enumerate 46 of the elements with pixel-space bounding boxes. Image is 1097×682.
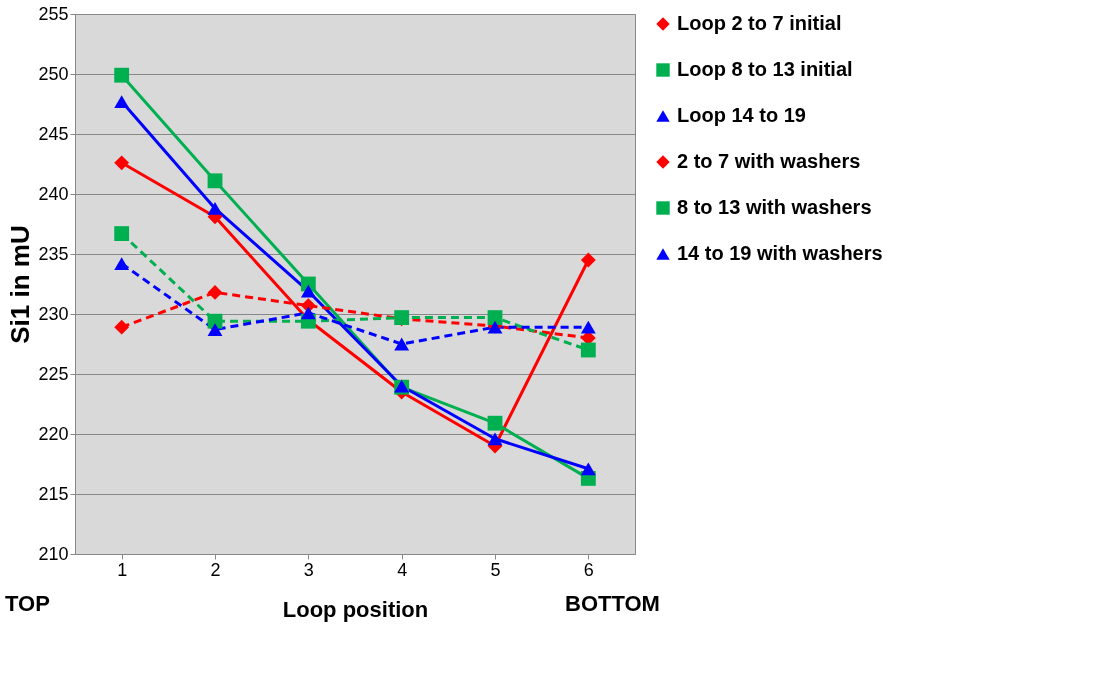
point xyxy=(580,342,596,358)
y-tick-label: 215 xyxy=(38,483,69,504)
legend-label: 14 to 19 with washers xyxy=(677,242,883,264)
legend-label: Loop 8 to 13 initial xyxy=(677,58,853,80)
legend-label: 2 to 7 with washers xyxy=(677,150,861,172)
x-tick-label: 6 xyxy=(583,559,594,580)
text: BOTTOM xyxy=(565,591,660,616)
point xyxy=(207,173,223,189)
x-tick-label: 3 xyxy=(303,559,314,580)
legend-label: 8 to 13 with washers xyxy=(677,196,872,218)
point xyxy=(487,432,503,446)
y-tick-label: 225 xyxy=(38,363,69,384)
y-tick-label: 230 xyxy=(38,303,69,324)
text: TOP xyxy=(5,591,50,616)
y-tick-label: 245 xyxy=(38,123,69,144)
y-tick-label: 250 xyxy=(38,63,69,84)
point xyxy=(114,67,130,83)
point xyxy=(207,201,223,215)
y-tick-label: 210 xyxy=(38,543,69,564)
point xyxy=(300,284,316,298)
x-tick-label: 2 xyxy=(210,559,221,580)
point xyxy=(114,257,130,271)
point xyxy=(580,462,596,476)
point xyxy=(580,320,596,334)
legend-label: Loop 14 to 19 xyxy=(677,104,806,126)
y-tick-label: 235 xyxy=(38,243,69,264)
y-axis-title: Si1 in mU xyxy=(5,225,36,344)
point xyxy=(114,155,130,171)
legend-label: Loop 2 to 7 initial xyxy=(677,12,842,34)
point xyxy=(207,284,223,300)
point xyxy=(394,337,410,351)
point xyxy=(487,415,503,431)
x-tick-label: 1 xyxy=(117,559,128,580)
point xyxy=(114,319,130,335)
x-tick-label: 5 xyxy=(490,559,501,580)
x-tick-label: 4 xyxy=(397,559,408,580)
y-tick-label: 240 xyxy=(38,183,69,204)
y-tick-label: 255 xyxy=(38,3,69,24)
point xyxy=(487,310,503,326)
point xyxy=(580,252,596,268)
point xyxy=(300,306,316,320)
y-tick-label: 220 xyxy=(38,423,69,444)
point xyxy=(207,323,223,337)
x-axis-title: Loop position xyxy=(282,596,429,622)
point xyxy=(114,95,130,109)
point xyxy=(114,226,130,242)
